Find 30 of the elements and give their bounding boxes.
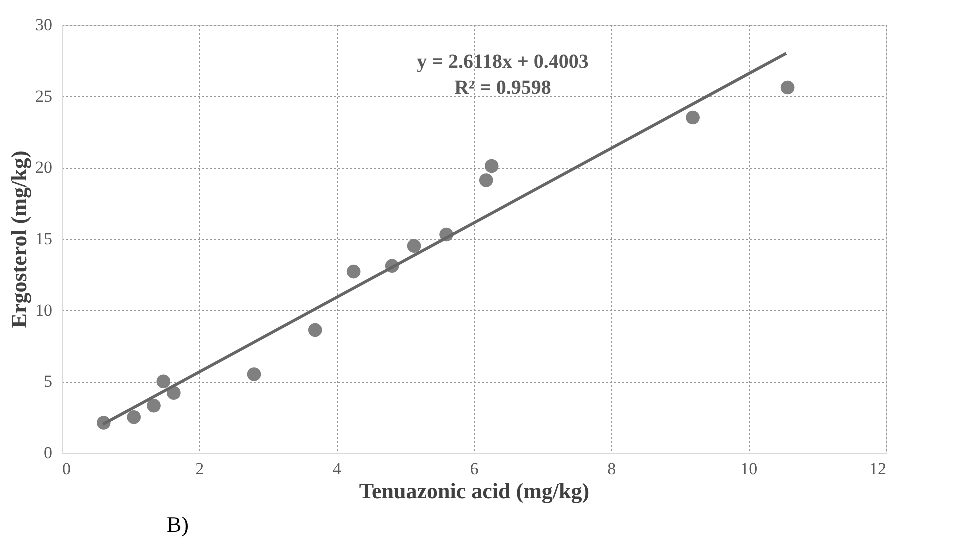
point [479,174,494,188]
y-tick-label: 25 [36,86,52,106]
point [127,410,141,424]
y-tick-label: 15 [36,230,52,248]
x-axis-title: Tenuazonic acid (mg/kg) [359,478,590,504]
y-tick-label: 0 [44,444,52,462]
point [156,374,171,389]
x-tick-label: 8 [608,460,616,478]
y-tick-label: 20 [36,158,52,178]
x-tick-label: 12 [870,460,886,478]
x-tick-label: 0 [62,460,71,478]
x-tick-label: 10 [740,460,758,478]
point [147,399,161,413]
point [686,110,700,125]
x-tick-label: 4 [332,460,342,478]
point [308,323,322,338]
text: B) [167,512,189,537]
y-tick-label: 30 [36,16,52,34]
point [407,239,422,254]
point [484,159,499,174]
point [247,368,262,382]
x-tick-label: 6 [470,460,479,478]
annotation: R² = 0.9598 [454,77,552,99]
y-axis-title: Ergosterol (mg/kg) [6,150,32,328]
point [780,80,795,95]
y-tick-label: 10 [36,300,52,320]
point [346,264,361,279]
annotation: y = 2.6118x + 0.4003 [417,51,589,73]
x-tick-label: 2 [196,460,204,478]
y-tick-label: 5 [44,372,52,392]
